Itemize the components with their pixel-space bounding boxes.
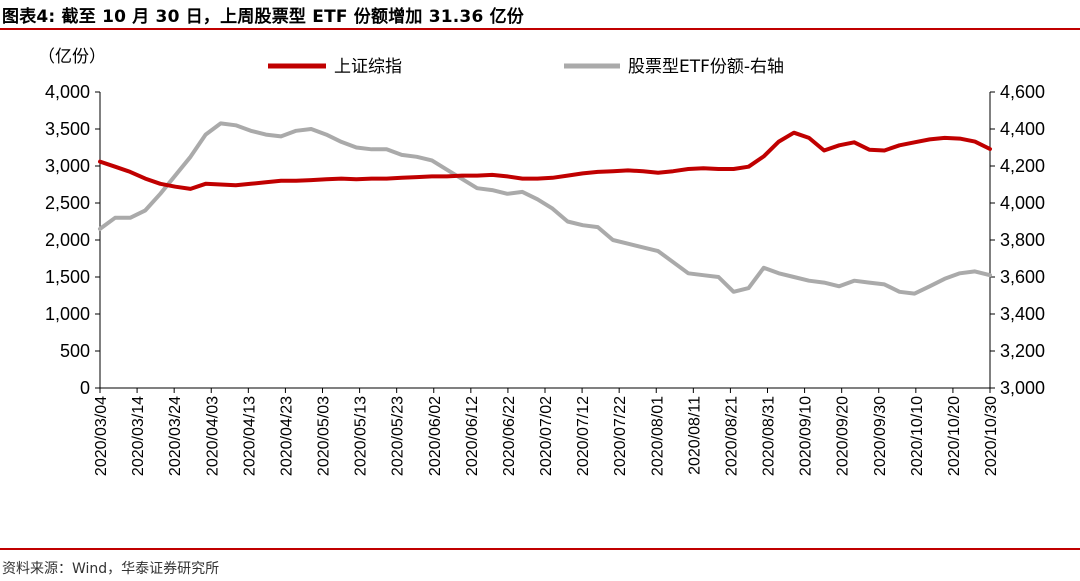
left-tick-label: 3,000	[45, 156, 90, 176]
x-tick-label: 2020/04/03	[204, 396, 221, 476]
right-tick-label: 4,400	[1000, 119, 1045, 139]
x-tick-label: 2020/04/13	[241, 396, 258, 476]
left-tick-label: 4,000	[45, 82, 90, 102]
left-unit-label: （亿份）	[38, 47, 106, 67]
x-tick-label: 2020/07/02	[538, 396, 555, 476]
x-tick-label: 2020/07/22	[612, 396, 629, 476]
left-tick-label: 2,500	[45, 193, 90, 213]
x-tick-label: 2020/03/04	[93, 396, 110, 476]
source-note: 资料来源：Wind，华泰证券研究所	[2, 561, 220, 577]
x-tick-label: 2020/06/12	[464, 396, 481, 476]
x-tick-label: 2020/07/12	[575, 396, 592, 476]
x-tick-label: 2020/06/22	[501, 396, 518, 476]
legend: 上证综指 股票型ETF份额-右轴	[268, 57, 784, 77]
x-tick-label: 2020/08/11	[686, 396, 703, 475]
right-tick-label: 3,400	[1000, 304, 1045, 324]
left-tick-label: 0	[80, 378, 90, 398]
x-tick-label: 2020/05/23	[390, 396, 407, 476]
right-tick-label: 4,600	[1000, 82, 1045, 102]
right-tick-label: 4,200	[1000, 156, 1045, 176]
series-line-shanghai-index	[98, 130, 992, 191]
x-tick-label: 2020/10/30	[983, 396, 1000, 476]
right-tick-label: 3,200	[1000, 341, 1045, 361]
left-tick-label: 1,500	[45, 267, 90, 287]
series-line-etf-shares	[98, 121, 992, 296]
chart-series	[98, 121, 992, 296]
figure-title: 图表4: 截至 10 月 30 日，上周股票型 ETF 份额增加 31.36 亿…	[2, 7, 525, 27]
right-tick-label: 3,800	[1000, 230, 1045, 250]
left-tick-label: 2,000	[45, 230, 90, 250]
legend-label-shanghai: 上证综指	[334, 57, 402, 77]
x-tick-label: 2020/05/03	[316, 396, 333, 476]
legend-label-etf: 股票型ETF份额-右轴	[628, 57, 784, 77]
x-tick-label: 2020/09/30	[872, 396, 889, 476]
line-chart: 05001,0001,5002,0002,5003,0003,5004,000 …	[38, 47, 1045, 476]
bottom-rule	[0, 548, 1080, 550]
x-tick-label: 2020/03/24	[167, 396, 184, 476]
top-rule	[0, 28, 1080, 30]
left-tick-label: 500	[60, 341, 90, 361]
left-tick-label: 3,500	[45, 119, 90, 139]
right-tick-label: 4,000	[1000, 193, 1045, 213]
x-tick-label: 2020/08/21	[723, 396, 740, 476]
x-tick-label: 2020/08/01	[649, 396, 666, 476]
x-tick-label: 2020/10/20	[946, 396, 963, 476]
x-axis-ticks: 2020/03/04 2020/03/14 2020/03/24 2020/04/03…	[93, 388, 1000, 476]
x-tick-label: 2020/09/20	[835, 396, 852, 476]
left-axis-ticks: 0 500 1,000 1,500 2,000 2,500 3,000 3,500 4,000	[45, 82, 100, 398]
left-tick-label: 1,000	[45, 304, 90, 324]
x-tick-label: 2020/06/02	[427, 396, 444, 476]
x-tick-label: 2020/09/10	[798, 396, 815, 476]
right-axis-ticks: 3,000 3,200 3,400 3,600 3,800 4,000 4,200 4,400…	[990, 82, 1045, 398]
right-tick-label: 3,000	[1000, 378, 1045, 398]
x-tick-label: 2020/04/23	[278, 396, 295, 476]
right-tick-label: 3,600	[1000, 267, 1045, 287]
x-tick-label: 2020/10/10	[909, 396, 926, 476]
x-tick-label: 2020/03/14	[130, 396, 147, 476]
x-tick-label: 2020/08/31	[761, 396, 778, 476]
x-tick-label: 2020/05/13	[353, 396, 370, 476]
chart-axes	[99, 92, 991, 389]
